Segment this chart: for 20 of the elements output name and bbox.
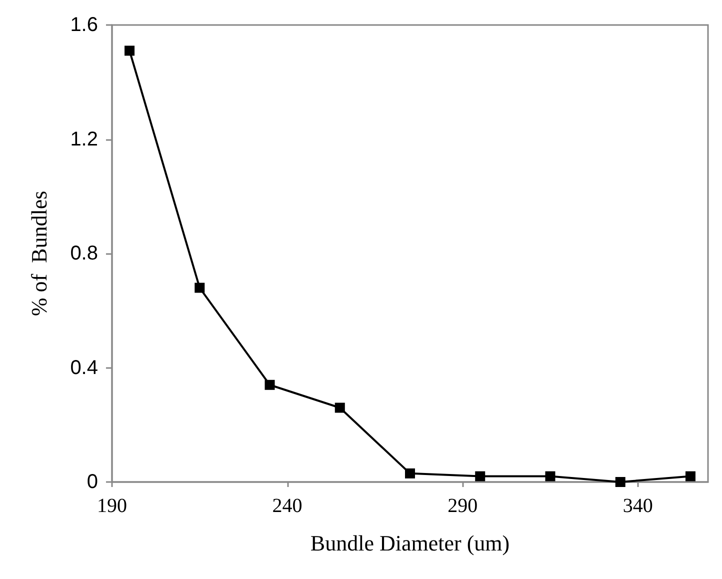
- point: [475, 471, 486, 482]
- y-axis-title: % of Bundles: [26, 190, 52, 316]
- x-axis-title: Bundle Diameter (um): [310, 530, 510, 556]
- point: [194, 282, 205, 293]
- y-tick-label: 1.2: [70, 128, 98, 150]
- point: [615, 477, 626, 487]
- x-tick-label: 340: [622, 495, 653, 517]
- point: [334, 402, 345, 413]
- x-tick-label: 290: [448, 495, 478, 517]
- y-tick-label: 0.8: [70, 242, 98, 264]
- y-tick-label: 1.6: [70, 14, 98, 36]
- y-tick-label: 0.4: [70, 356, 98, 379]
- x-tick-label: 190: [97, 495, 127, 517]
- point: [124, 46, 135, 56]
- point: [685, 471, 696, 482]
- point: [405, 468, 415, 478]
- point: [545, 471, 556, 482]
- point: [264, 380, 275, 390]
- y-tick-label: 0: [86, 471, 98, 493]
- x-tick-label: 240: [272, 495, 302, 517]
